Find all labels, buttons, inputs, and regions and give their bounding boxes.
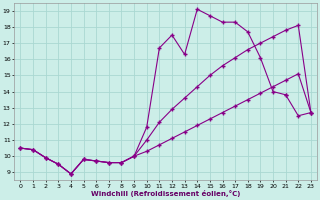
X-axis label: Windchill (Refroidissement éolien,°C): Windchill (Refroidissement éolien,°C)	[91, 190, 240, 197]
